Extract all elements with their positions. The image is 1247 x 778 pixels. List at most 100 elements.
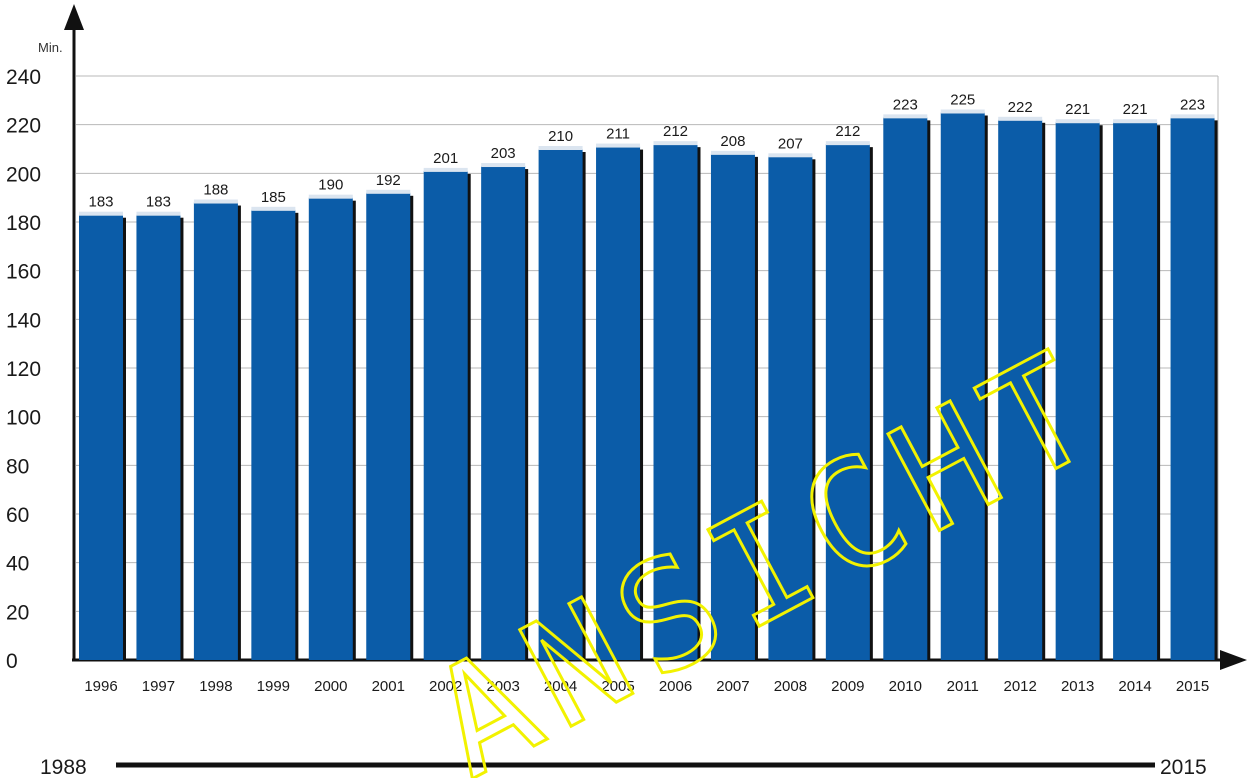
data-label: 222 [1008,99,1033,116]
x-tick-label: 2001 [372,678,405,695]
data-label: 208 [720,133,745,150]
timeline-end-label: 2015 [1160,756,1207,778]
bar-top-highlight [1170,114,1215,119]
data-label: 212 [835,123,860,140]
bar-top-highlight [940,109,985,114]
y-tick-label: 120 [6,358,41,381]
bar-top-highlight [1113,119,1158,124]
data-label: 211 [606,126,630,143]
bar [653,144,698,661]
y-tick-labels: 0 20 40 60 80 100 120 140 160 180 200 220 240 [6,66,41,673]
bar [768,156,813,661]
y-tick-label: 160 [6,261,41,284]
bar [423,170,468,660]
bar [136,214,181,660]
y-tick-label: 220 [6,115,41,138]
x-tick-label: 2011 [947,678,979,695]
data-label: 221 [1065,101,1090,118]
y-tick-label: 20 [6,601,29,624]
x-tick-label: 2005 [601,678,634,695]
y-tick-label: 60 [6,504,29,527]
bar-top-highlight [1055,119,1100,124]
data-label: 223 [1180,96,1205,113]
bar-top-highlight [710,150,755,155]
bar-top-highlight [308,194,353,199]
timeline: 1988 2015 [40,756,1207,778]
y-axis-unit-label: Min. [38,40,63,55]
bar-top-highlight [538,146,583,150]
bar-top-highlight [998,116,1043,121]
bar [308,197,353,660]
bar-top-highlight [596,143,641,148]
bar [596,146,641,661]
y-tick-label: 0 [6,650,18,673]
x-tick-label: 1996 [84,678,117,695]
bar [193,202,238,661]
data-label: 185 [261,189,286,206]
x-tick-labels: 1996 1997 1998 1999 2000 2001 2002 2003 2004 2005… [84,678,1209,695]
bar [1170,117,1215,660]
x-tick-label: 2015 [1176,678,1209,695]
data-label: 190 [318,177,343,194]
y-tick-label: 200 [6,163,41,186]
bar-top-highlight [883,114,928,119]
y-tick-label: 100 [6,407,41,430]
x-tick-label: 2010 [889,678,922,695]
y-axis-arrow-icon [64,4,84,30]
x-tick-label: 1999 [257,678,290,695]
y-tick-label: 40 [6,553,29,576]
bar [1055,122,1100,660]
data-label: 225 [950,92,975,109]
bar [251,209,296,661]
x-tick-label: 2013 [1061,678,1094,695]
data-label: 201 [433,150,458,167]
x-tick-label: 2002 [429,678,462,695]
bar [883,117,928,660]
y-tick-label: 80 [6,455,29,478]
bar [79,214,123,660]
x-tick-label: 2008 [774,678,807,695]
bar [998,119,1043,661]
bar-top-highlight [825,141,870,146]
bar [1113,122,1158,660]
data-label: 183 [146,194,171,211]
bar [538,149,583,660]
x-tick-label: 2009 [831,678,864,695]
data-label: 223 [893,96,918,113]
x-tick-label: 1997 [142,678,175,695]
bar-top-highlight [79,211,123,216]
x-tick-label: 2000 [314,678,347,695]
bar [710,153,755,660]
y-tick-label: 240 [6,66,41,89]
y-tick-label: 140 [6,309,41,332]
bar [825,144,870,661]
data-label: 207 [778,135,803,152]
data-label: 212 [663,123,688,140]
bar [366,192,411,661]
data-label: 221 [1123,101,1148,118]
bar-top-highlight [136,211,181,216]
bar [481,166,526,661]
bar-top-highlight [193,199,238,204]
x-axis-arrow-icon [1220,650,1247,670]
x-tick-label: 2007 [716,678,749,695]
x-tick-label: 1998 [199,678,232,695]
data-label: 183 [88,194,113,211]
timeline-start-label: 1988 [40,756,87,778]
data-label: 192 [376,172,401,189]
x-tick-label: 2004 [544,678,577,695]
bars [79,109,1218,661]
bar-top-highlight [366,189,411,194]
bar [940,112,985,660]
x-tick-label: 2003 [486,678,519,695]
bar-top-highlight [481,163,526,168]
data-label: 203 [491,145,516,162]
bar-top-highlight [653,141,698,146]
data-labels: 183 183 188 185 190 192 201 203 210 211 212 208 207 2… [88,92,1205,211]
data-label: 188 [203,182,228,199]
bar-top-highlight [423,167,468,172]
data-label: 210 [548,128,573,145]
x-tick-label: 2014 [1118,678,1151,695]
bar-top-highlight [768,153,813,158]
